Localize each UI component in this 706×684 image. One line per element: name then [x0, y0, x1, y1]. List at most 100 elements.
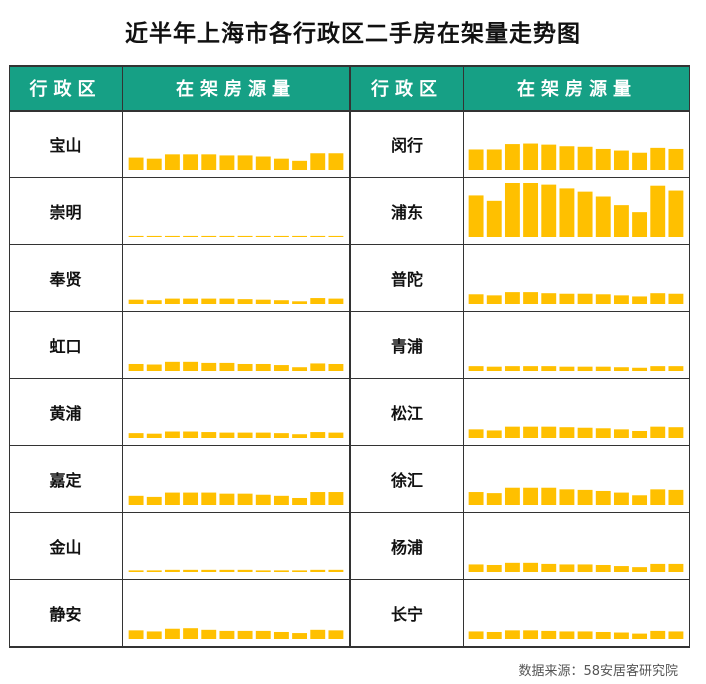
- bar: [201, 154, 217, 170]
- bar: [541, 366, 557, 371]
- bar: [523, 630, 539, 639]
- bar: [541, 630, 557, 639]
- bar: [559, 146, 575, 170]
- bar: [468, 429, 484, 438]
- bar: [504, 292, 520, 304]
- district-bar-chart: [128, 492, 344, 505]
- bar: [668, 293, 684, 304]
- chart-title: 近半年上海市各行政区二手房在架量走势图: [125, 21, 581, 47]
- bar: [595, 490, 611, 505]
- bar: [310, 153, 326, 170]
- bar: [523, 366, 539, 371]
- bar: [201, 235, 217, 237]
- bar: [668, 563, 684, 572]
- bar: [468, 366, 484, 371]
- bar: [237, 493, 253, 505]
- bar: [523, 426, 539, 438]
- bar: [632, 495, 648, 505]
- bar: [577, 191, 593, 237]
- bar: [292, 160, 308, 170]
- grid-vline: [9, 65, 10, 647]
- bar: [146, 570, 162, 572]
- bar: [128, 630, 144, 639]
- bar: [668, 631, 684, 639]
- grid-hline: [9, 646, 690, 648]
- bar: [146, 631, 162, 639]
- bar: [292, 633, 308, 639]
- bar: [595, 631, 611, 639]
- header-district-right: 行政区: [351, 65, 463, 110]
- bar: [273, 365, 289, 371]
- bar: [559, 188, 575, 237]
- bar: [183, 154, 199, 170]
- bar: [219, 493, 235, 505]
- header-listings-right: 在架房源量: [464, 65, 690, 110]
- bar: [559, 564, 575, 572]
- district-name: 金山: [49, 537, 82, 557]
- bar: [273, 300, 289, 304]
- bar: [164, 492, 180, 505]
- bar: [613, 150, 629, 170]
- bar: [237, 363, 253, 371]
- bar: [541, 426, 557, 438]
- bar: [559, 293, 575, 304]
- bar: [164, 569, 180, 572]
- bar: [273, 570, 289, 572]
- bar: [273, 158, 289, 170]
- bar: [328, 153, 344, 170]
- district-name: 闵行: [390, 135, 423, 155]
- district-name: 黄浦: [49, 403, 82, 423]
- bar: [577, 366, 593, 371]
- bar: [164, 298, 180, 304]
- source-note: 数据来源：58安居客研究院: [518, 664, 678, 679]
- bar: [237, 299, 253, 304]
- bar: [541, 293, 557, 304]
- bar: [201, 492, 217, 505]
- grid-vline: [122, 65, 123, 647]
- bar: [328, 432, 344, 438]
- district-bar-chart: [468, 487, 684, 505]
- bar: [468, 195, 484, 237]
- bar: [468, 631, 484, 639]
- bar: [128, 433, 144, 438]
- bar: [219, 432, 235, 438]
- bar: [504, 366, 520, 371]
- bar: [523, 143, 539, 170]
- district-name: 普陀: [390, 269, 423, 289]
- bar: [650, 489, 666, 505]
- district-bar-chart: [468, 630, 684, 639]
- bar: [128, 157, 144, 170]
- bar: [632, 633, 648, 639]
- bar: [183, 569, 199, 572]
- bar: [486, 493, 502, 505]
- district-name: 浦东: [390, 202, 423, 222]
- bar: [255, 363, 271, 371]
- bar: [146, 433, 162, 438]
- district-bar-chart: [128, 628, 344, 639]
- bar: [128, 495, 144, 505]
- bar: [613, 632, 629, 639]
- bar: [128, 363, 144, 371]
- bar: [164, 154, 180, 170]
- district-bar-chart: [468, 366, 684, 371]
- district-bar-chart: [128, 361, 344, 371]
- grid-vline: [349, 65, 351, 647]
- bar: [255, 299, 271, 304]
- bar: [595, 294, 611, 304]
- bar: [255, 494, 271, 505]
- bar: [650, 185, 666, 237]
- district-name: 崇明: [49, 202, 82, 222]
- bar: [146, 364, 162, 371]
- bar: [577, 631, 593, 639]
- header-listings-left: 在架房源量: [123, 65, 349, 110]
- bar: [273, 433, 289, 438]
- bar: [595, 366, 611, 371]
- district-bar-chart: [468, 183, 684, 237]
- bar: [164, 431, 180, 438]
- bar: [541, 184, 557, 237]
- bar: [310, 298, 326, 304]
- bar: [650, 426, 666, 438]
- bar: [504, 487, 520, 505]
- district-name: 徐汇: [390, 470, 423, 490]
- bar: [668, 148, 684, 170]
